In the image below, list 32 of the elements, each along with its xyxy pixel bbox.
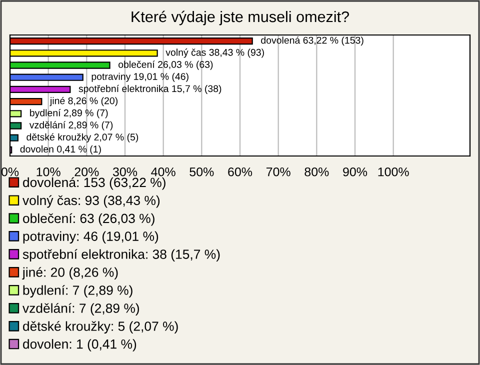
x-tick-label: 20% [74,167,99,176]
x-tick-label: 60% [228,167,252,176]
legend-label: dovolen: 1 (0,41 %) [23,339,136,352]
data-label: spotřební elektronika 15,7 % (38) [78,84,222,94]
x-tick-label: 90% [343,167,368,176]
chart-title: Které výdaje jste museli omezit? [132,10,349,26]
x-tick-label: 100% [378,167,409,176]
legend-label: potraviny: 46 (19,01 %) [23,231,158,244]
data-label: potraviny 19,01 % (46) [92,72,188,82]
legend-label: oblečení: 63 (26,03 %) [23,213,154,226]
legend-label: spotřební elektronika: 38 (15,7 %) [22,249,220,262]
x-tick-label: 40% [151,167,176,176]
data-label: vzdělání 2,89 % (7) [29,121,113,130]
legend-label: vzdělání: 7 (2,89 %) [22,303,139,316]
x-tick-label: 30% [112,167,138,176]
data-label: dovolen 0,41 % (1) [20,145,101,154]
legend-label: bydlení: 7 (2,89 %) [23,285,132,298]
x-tick-label: 50% [190,167,214,176]
data-label: volný čas 38,43 % (93) [166,48,264,58]
legend-label: jiné: 20 (8,26 %) [22,267,118,280]
legend-label: volný čas: 93 (38,43 %) [22,195,160,208]
data-label: bydlení 2,89 % (7) [30,109,108,118]
data-label: jiné 8,26 % (20) [50,96,118,106]
data-label: dětské kroužky 2,07 % (5) [26,133,138,142]
legend-label: dětské kroužky: 5 (2,07 %) [23,321,178,334]
data-label: dovolená 63,22 % (153) [261,36,364,46]
x-tick-label: 80% [304,167,329,176]
x-tick-label: 70% [266,167,290,176]
x-tick-label: 0% [1,167,19,176]
x-tick-label: 10% [36,167,60,176]
legend-label: dovolená: 153 (63,22 %) [23,177,166,190]
data-label: oblečení 26,03 % (63) [118,60,213,70]
